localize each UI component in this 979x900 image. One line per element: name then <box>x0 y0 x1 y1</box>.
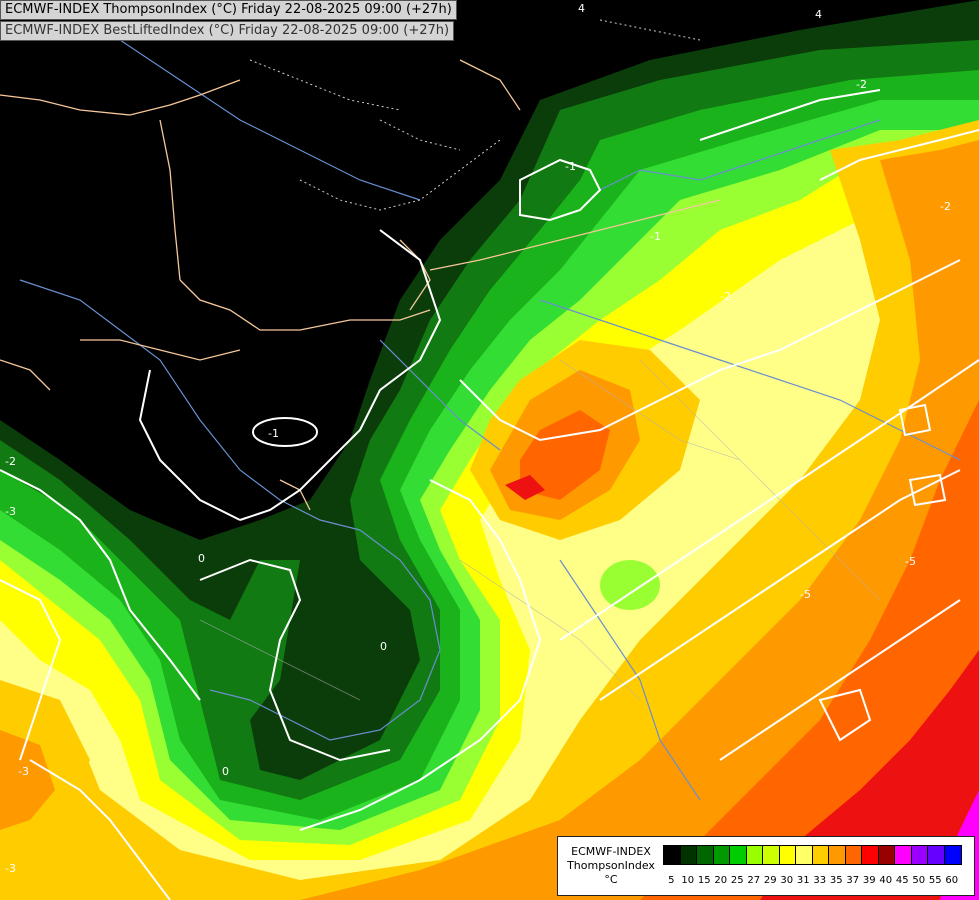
isoline-label: -3 <box>18 765 29 778</box>
legend-tick: 45 <box>895 875 909 886</box>
legend-tick: 25 <box>730 875 744 886</box>
country-borders <box>0 59 721 511</box>
legend-model: ECMWF-INDEX <box>571 845 651 858</box>
legend-swatch <box>697 846 714 864</box>
legend-swatch <box>878 846 895 864</box>
legend-tick: 27 <box>747 875 761 886</box>
legend-tick: 35 <box>829 875 843 886</box>
legend-tick: 55 <box>928 875 942 886</box>
legend-tick: 30 <box>780 875 794 886</box>
legend-swatch <box>944 846 961 864</box>
isoline-label: 0 <box>380 640 387 653</box>
color-legend: ECMWF-INDEX ThompsonIndex °C 5 10 15 20 25 27… <box>557 836 975 896</box>
legend-swatch <box>895 846 912 864</box>
legend-tick: 5 <box>668 875 675 886</box>
legend-tick: 29 <box>763 875 777 886</box>
isoline-label: -1 <box>650 230 661 243</box>
fill-dark-orange <box>300 140 979 900</box>
isoline-label: -1 <box>565 160 576 173</box>
legend-swatch <box>763 846 780 864</box>
legend-tick: 33 <box>813 875 827 886</box>
dotted-isolines <box>249 19 701 211</box>
isoline-label: 0 <box>198 552 205 565</box>
legend-tick: 10 <box>681 875 695 886</box>
isoline-label: -5 <box>905 555 916 568</box>
isoline-label: -2 <box>720 290 731 303</box>
map-title-thompson-index: ECMWF-INDEX ThompsonIndex (°C) Friday 22… <box>0 0 457 20</box>
legend-swatch <box>730 846 747 864</box>
legend-tick-labels: 5 10 15 20 25 27 29 30 31 33 35 37 39 40 45 50 55 60 <box>663 875 960 886</box>
fill-dark-orange-left <box>0 730 55 830</box>
legend-unit: °C <box>604 873 618 886</box>
legend-swatch <box>746 846 763 864</box>
map-title-best-lifted-index: ECMWF-INDEX BestLiftedIndex (°C) Friday … <box>0 21 455 41</box>
legend-swatch <box>812 846 829 864</box>
isoline-label: -3 <box>5 505 16 518</box>
legend-swatch <box>911 846 928 864</box>
isoline-label: 4 <box>578 2 585 15</box>
legend-swatch <box>845 846 862 864</box>
legend-swatch <box>680 846 697 864</box>
legend-tick: 40 <box>879 875 893 886</box>
isoline-label: -3 <box>5 862 16 875</box>
legend-swatch <box>829 846 846 864</box>
legend-tick: 50 <box>912 875 926 886</box>
isoline-label: -1 <box>268 427 279 440</box>
isoline-label: -2 <box>940 200 951 213</box>
isoline-label: -2 <box>5 455 16 468</box>
isoline-label: -5 <box>800 588 811 601</box>
legend-tick: 37 <box>846 875 860 886</box>
legend-tick: 15 <box>697 875 711 886</box>
coastlines <box>19 39 961 801</box>
legend-label: ECMWF-INDEX ThompsonIndex °C <box>561 845 661 887</box>
legend-color-bar <box>663 845 962 865</box>
legend-swatch <box>862 846 879 864</box>
legend-swatch <box>664 846 681 864</box>
isoline-labels: 4 4 -2 -2 -1 -1 -1 -2 -3 -3 -3 0 0 0 -2 … <box>5 2 951 875</box>
legend-tick: 20 <box>714 875 728 886</box>
fill-red-small <box>505 475 545 500</box>
isolines <box>0 89 979 900</box>
isoline-label: 0 <box>222 765 229 778</box>
legend-swatch <box>928 846 945 864</box>
legend-swatch <box>796 846 813 864</box>
legend-tick: 39 <box>862 875 876 886</box>
legend-tick: 60 <box>945 875 959 886</box>
isoline-label: -2 <box>856 78 867 91</box>
legend-parameter: ThompsonIndex <box>567 859 655 872</box>
isoline-label: 4 <box>815 8 822 21</box>
legend-tick: 31 <box>796 875 810 886</box>
region-borders <box>199 359 881 701</box>
legend-swatch <box>779 846 796 864</box>
legend-swatch <box>713 846 730 864</box>
fill-lime-spot <box>600 560 660 610</box>
